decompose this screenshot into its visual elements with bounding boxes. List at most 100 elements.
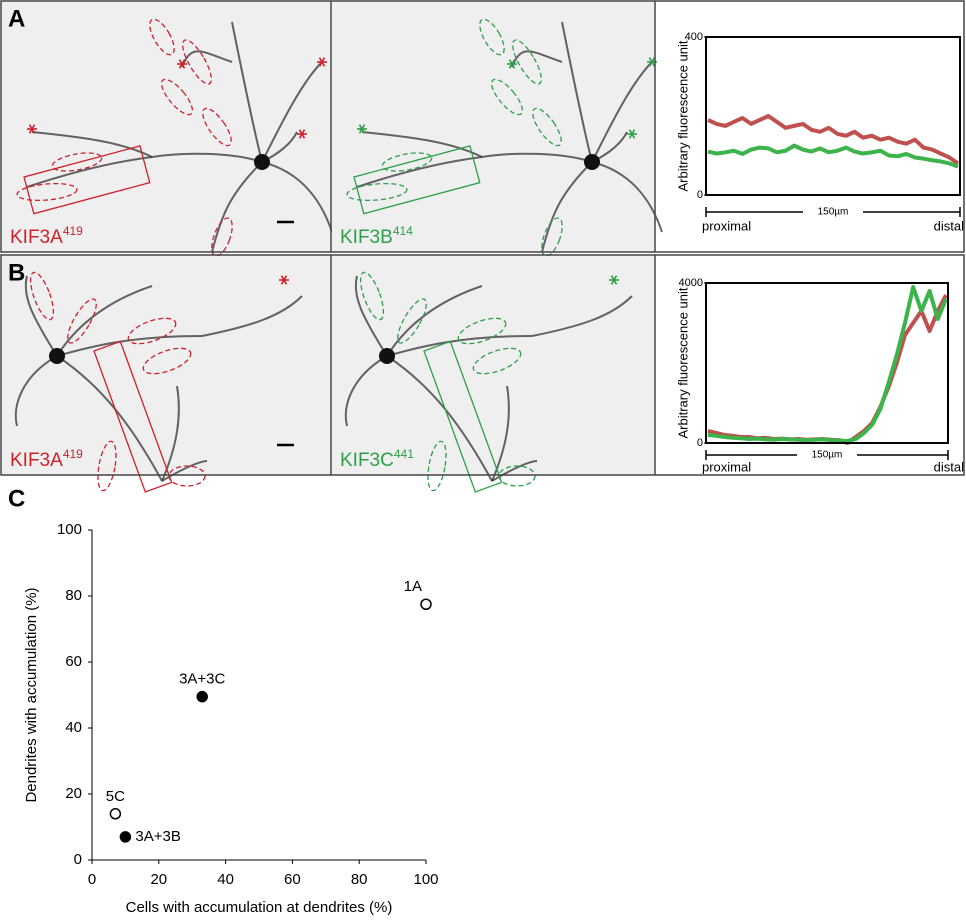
micrograph-background — [2, 2, 330, 252]
panel-letter: B — [8, 259, 25, 286]
x-tick-label: 0 — [88, 871, 96, 888]
outline — [142, 347, 192, 375]
protein-name: KIF3A — [10, 227, 63, 248]
panel-letter: C — [8, 485, 25, 512]
neurite — [541, 161, 593, 253]
outline — [149, 18, 175, 56]
protein-name: KIF3A — [10, 450, 63, 471]
neurite — [491, 460, 538, 482]
outline — [182, 39, 212, 85]
outline — [16, 182, 78, 202]
point-label: 3A+3B — [135, 828, 180, 845]
outline — [512, 39, 542, 85]
y-tick-label: 0 — [697, 437, 703, 449]
y-tick-label: 80 — [65, 587, 82, 604]
data-point — [420, 598, 432, 610]
roi-box — [93, 340, 173, 493]
outline — [457, 317, 507, 345]
start-label: proximal — [702, 459, 751, 474]
outline — [490, 78, 524, 116]
panel-border — [0, 0, 965, 253]
neurite — [344, 355, 388, 427]
neurite — [561, 21, 593, 163]
x-tick-label: 80 — [351, 871, 368, 888]
scale-label: 150µm — [812, 450, 843, 461]
y-tick-label: 60 — [65, 653, 82, 670]
soma — [254, 154, 270, 170]
profile-line — [707, 114, 960, 166]
outline — [160, 78, 194, 116]
outline — [97, 440, 117, 492]
asterisk — [28, 124, 36, 134]
roi-box — [23, 145, 151, 215]
roi-box — [423, 340, 503, 493]
neurite — [211, 161, 263, 253]
profile-line — [707, 294, 948, 445]
plot-frame — [705, 36, 961, 196]
y-tick-label: 0 — [74, 851, 82, 868]
outline — [427, 440, 447, 492]
neurite — [14, 355, 58, 427]
neurite — [231, 21, 263, 163]
end-label: distal — [934, 218, 964, 233]
y-tick-label: 4000 — [679, 277, 703, 289]
neurite — [511, 50, 563, 68]
profile-line — [707, 143, 959, 169]
neurite — [24, 275, 58, 357]
protein-name: KIF3C — [340, 450, 394, 471]
y-tick-label: 400 — [685, 31, 703, 43]
construct-number: 419 — [63, 224, 83, 238]
profile-line — [707, 285, 948, 443]
micrograph: KIF3A419 — [2, 256, 330, 493]
micrograph: KIF3C441 — [332, 256, 654, 493]
image-label: KIF3B414 — [340, 224, 413, 248]
outline — [67, 298, 97, 344]
image-label: KIF3A419 — [10, 447, 83, 471]
y-tick-label: 0 — [697, 189, 703, 201]
asterisk — [610, 275, 618, 285]
construct-number: 419 — [63, 447, 83, 461]
construct-number: 441 — [394, 447, 414, 461]
protein-name: KIF3B — [340, 227, 393, 248]
asterisk — [508, 59, 516, 69]
point-label: 5C — [106, 788, 125, 805]
neurite — [386, 285, 483, 357]
asterisk — [358, 124, 366, 134]
asterisk — [280, 275, 288, 285]
image-label: KIF3C441 — [340, 447, 414, 471]
outline — [202, 107, 232, 147]
y-axis-label: Arbitrary fluorescence unit — [675, 287, 690, 438]
construct-number: 414 — [393, 224, 413, 238]
point-label: 3A+3C — [179, 671, 225, 688]
neurite — [261, 161, 333, 233]
outline — [397, 298, 427, 344]
micrograph: KIF3B414 — [332, 2, 663, 257]
panel-letter: A — [8, 5, 25, 32]
neurite — [591, 61, 653, 163]
data-point — [109, 808, 122, 820]
neurite — [261, 61, 323, 163]
micrograph-background — [2, 256, 330, 475]
x-tick-label: 60 — [284, 871, 301, 888]
micrograph-background — [332, 256, 654, 475]
neurite — [591, 161, 663, 233]
panel-border — [0, 254, 965, 476]
soma — [379, 348, 395, 364]
neurite — [161, 460, 208, 482]
neurite — [181, 50, 233, 68]
y-tick-label: 20 — [65, 785, 82, 802]
neurite — [201, 295, 303, 337]
neurite — [161, 385, 180, 482]
x-tick-label: 40 — [217, 871, 234, 888]
plot-frame — [705, 282, 949, 444]
y-axis-label: Dendrites with accumulation (%) — [23, 587, 40, 802]
data-point — [196, 690, 208, 703]
y-axis-label: Arbitrary fluorescence unit — [675, 40, 690, 191]
asterisk — [298, 129, 306, 139]
outline — [532, 107, 562, 147]
x-tick-label: 20 — [150, 871, 167, 888]
image-label: KIF3A419 — [10, 224, 83, 248]
outline — [472, 347, 522, 375]
neurite — [491, 385, 510, 482]
